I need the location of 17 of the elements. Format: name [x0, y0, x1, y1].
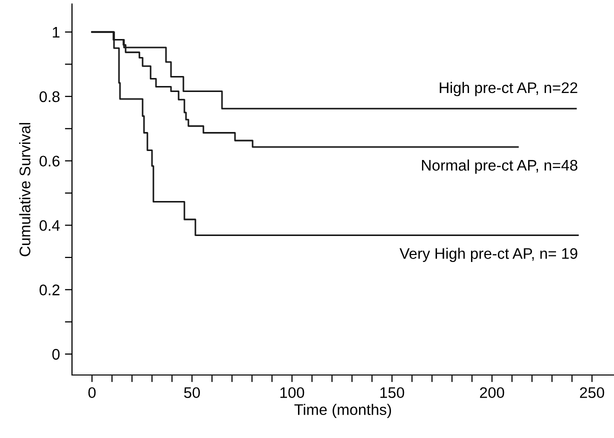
series-label: High pre-ct AP, n=22 [440, 82, 578, 96]
x-axis-title: Time (months) [294, 404, 392, 418]
y-axis-title: Cumulative Survival [19, 123, 30, 256]
x-tick-label: 250 [580, 387, 604, 398]
x-tick-label: 200 [480, 387, 504, 398]
y-tick-label: 0 [52, 348, 60, 360]
x-tick-label: 0 [88, 387, 96, 398]
y-tick-label: 0.2 [40, 284, 60, 296]
y-tick-label: 0.4 [40, 220, 60, 231]
x-tick-label: 100 [280, 387, 304, 398]
series-label: Normal pre-ct AP, n=48 [422, 159, 578, 174]
x-tick-label: 50 [184, 387, 200, 398]
y-tick-label: 1 [52, 27, 60, 38]
y-tick-label: 0.8 [40, 91, 60, 102]
x-tick-label: 150 [380, 387, 404, 398]
series-label: Very High pre-ct AP, n= 19 [400, 248, 578, 262]
y-tick-label: 0.6 [40, 156, 60, 167]
